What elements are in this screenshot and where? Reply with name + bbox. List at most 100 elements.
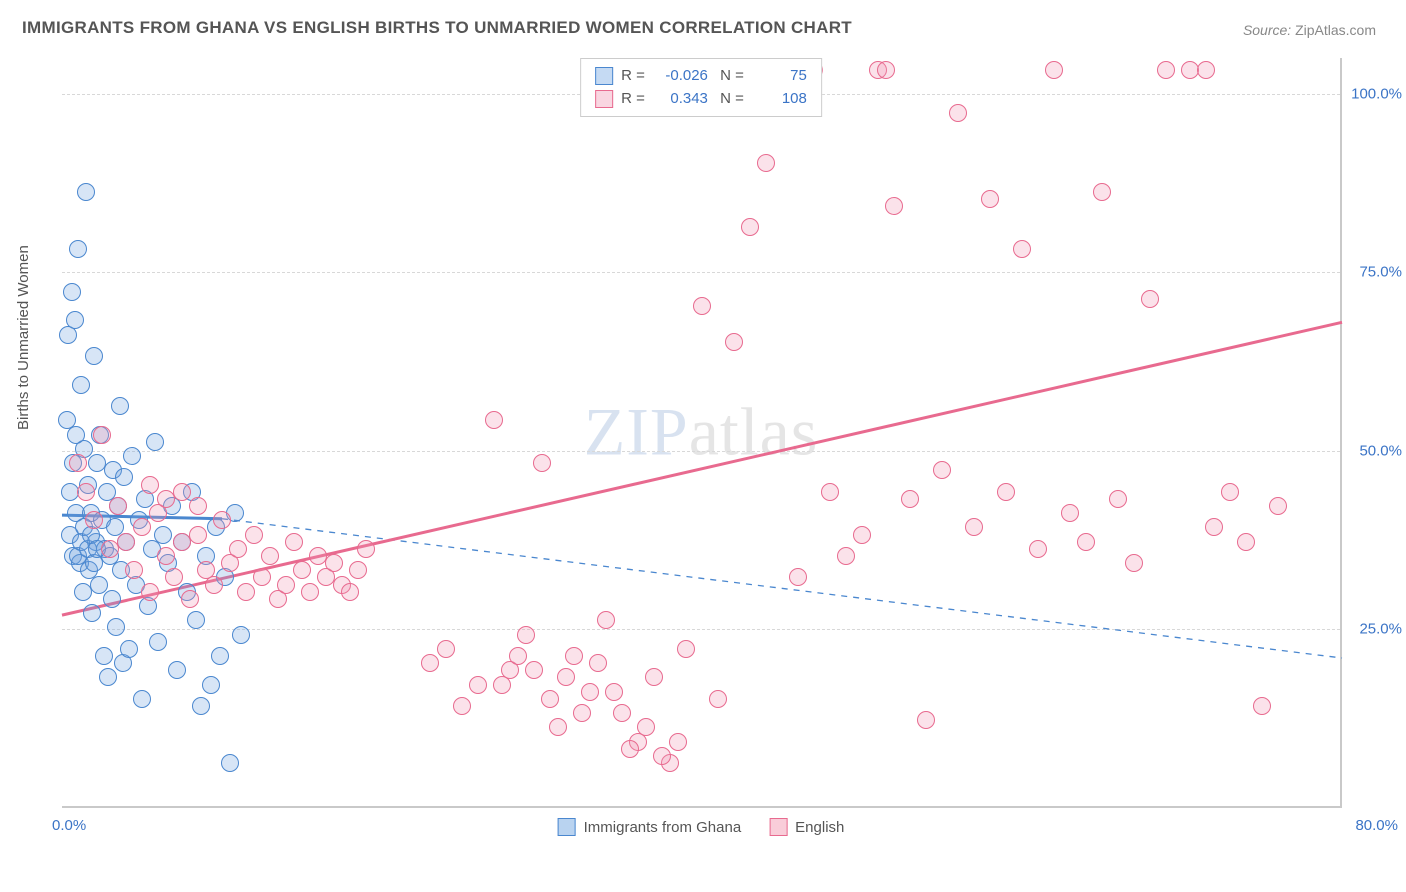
legend-swatch bbox=[769, 818, 787, 836]
data-point bbox=[821, 483, 839, 501]
data-point bbox=[301, 583, 319, 601]
data-point bbox=[63, 283, 81, 301]
data-point bbox=[168, 661, 186, 679]
legend-swatch bbox=[558, 818, 576, 836]
data-point bbox=[189, 497, 207, 515]
y-tick-label: 25.0% bbox=[1347, 621, 1402, 638]
data-point bbox=[653, 747, 671, 765]
data-point bbox=[245, 526, 263, 544]
data-point bbox=[261, 547, 279, 565]
data-point bbox=[123, 447, 141, 465]
data-point bbox=[621, 740, 639, 758]
data-point bbox=[573, 704, 591, 722]
data-point bbox=[133, 690, 151, 708]
data-point bbox=[69, 454, 87, 472]
data-point bbox=[669, 733, 687, 751]
data-point bbox=[93, 426, 111, 444]
y-axis-label: Births to Unmarried Women bbox=[15, 245, 32, 430]
source-label: Source: bbox=[1243, 22, 1291, 38]
data-point bbox=[789, 568, 807, 586]
data-point bbox=[837, 547, 855, 565]
data-point bbox=[1029, 540, 1047, 558]
data-point bbox=[213, 511, 231, 529]
data-point bbox=[525, 661, 543, 679]
legend-label: English bbox=[795, 819, 844, 836]
data-point bbox=[533, 454, 551, 472]
data-point bbox=[877, 61, 895, 79]
data-point bbox=[293, 561, 311, 579]
y-tick-label: 100.0% bbox=[1347, 85, 1402, 102]
data-point bbox=[485, 411, 503, 429]
legend-r-label: R = bbox=[621, 65, 645, 88]
data-point bbox=[181, 590, 199, 608]
data-point bbox=[1269, 497, 1287, 515]
legend-correlation: R =-0.026 N =75R =0.343 N =108 bbox=[580, 58, 822, 117]
data-point bbox=[1197, 61, 1215, 79]
legend-swatch bbox=[595, 90, 613, 108]
trend-line bbox=[222, 519, 1342, 658]
data-point bbox=[517, 626, 535, 644]
data-point bbox=[165, 568, 183, 586]
data-point bbox=[757, 154, 775, 172]
data-point bbox=[885, 197, 903, 215]
legend-swatch bbox=[595, 67, 613, 85]
data-point bbox=[1077, 533, 1095, 551]
source-value: ZipAtlas.com bbox=[1295, 22, 1376, 38]
legend-r-value: 0.343 bbox=[653, 88, 708, 111]
data-point bbox=[157, 547, 175, 565]
legend-n-value: 108 bbox=[752, 88, 807, 111]
data-point bbox=[107, 618, 125, 636]
data-point bbox=[965, 518, 983, 536]
data-point bbox=[211, 647, 229, 665]
data-point bbox=[1045, 61, 1063, 79]
source-attribution: Source: ZipAtlas.com bbox=[1243, 22, 1376, 38]
data-point bbox=[1205, 518, 1223, 536]
data-point bbox=[589, 654, 607, 672]
watermark: ZIPatlas bbox=[584, 393, 819, 472]
data-point bbox=[1061, 504, 1079, 522]
y-tick-label: 75.0% bbox=[1347, 264, 1402, 281]
data-point bbox=[1141, 290, 1159, 308]
data-point bbox=[325, 554, 343, 572]
data-point bbox=[917, 711, 935, 729]
chart-title: IMMIGRANTS FROM GHANA VS ENGLISH BIRTHS … bbox=[22, 18, 852, 38]
data-point bbox=[549, 718, 567, 736]
data-point bbox=[1109, 490, 1127, 508]
data-point bbox=[853, 526, 871, 544]
legend-n-label: N = bbox=[716, 88, 744, 111]
data-point bbox=[154, 526, 172, 544]
data-point bbox=[581, 683, 599, 701]
plot-area: ZIPatlas 25.0%50.0%75.0%100.0% R =-0.026… bbox=[62, 58, 1342, 808]
data-point bbox=[613, 704, 631, 722]
data-point bbox=[229, 540, 247, 558]
data-point bbox=[341, 583, 359, 601]
x-tick-max: 80.0% bbox=[1355, 817, 1398, 834]
data-point bbox=[901, 490, 919, 508]
trend-lines bbox=[62, 58, 1340, 806]
data-point bbox=[349, 561, 367, 579]
legend-row: R =-0.026 N =75 bbox=[595, 65, 807, 88]
data-point bbox=[237, 583, 255, 601]
legend-n-value: 75 bbox=[752, 65, 807, 88]
legend-item: English bbox=[769, 818, 844, 836]
legend-item: Immigrants from Ghana bbox=[558, 818, 742, 836]
data-point bbox=[83, 604, 101, 622]
data-point bbox=[453, 697, 471, 715]
legend-r-value: -0.026 bbox=[653, 65, 708, 88]
data-point bbox=[285, 533, 303, 551]
data-point bbox=[117, 533, 135, 551]
data-point bbox=[997, 483, 1015, 501]
data-point bbox=[1253, 697, 1271, 715]
gridline bbox=[62, 451, 1340, 452]
data-point bbox=[120, 640, 138, 658]
data-point bbox=[77, 483, 95, 501]
data-point bbox=[72, 376, 90, 394]
data-point bbox=[597, 611, 615, 629]
data-point bbox=[141, 583, 159, 601]
data-point bbox=[933, 461, 951, 479]
gridline bbox=[62, 272, 1340, 273]
data-point bbox=[111, 397, 129, 415]
y-tick-label: 50.0% bbox=[1347, 442, 1402, 459]
data-point bbox=[141, 476, 159, 494]
data-point bbox=[232, 626, 250, 644]
